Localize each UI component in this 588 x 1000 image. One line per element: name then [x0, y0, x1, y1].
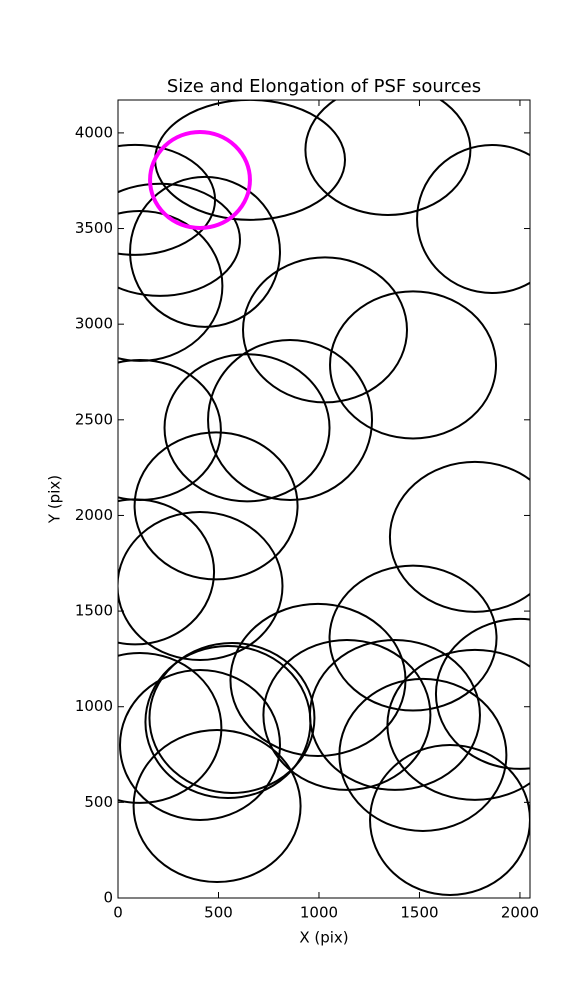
- psf-ellipse: [163, 353, 331, 503]
- psf-ellipse: [386, 648, 530, 801]
- y-tick-label: 4000: [75, 123, 113, 141]
- x-axis-label: X (pix): [299, 929, 348, 947]
- psf-ellipse: [308, 638, 481, 791]
- psf-ellipse: [118, 651, 223, 804]
- psf-ellipse: [328, 564, 498, 712]
- y-tick-label: 1500: [75, 602, 113, 620]
- y-tick-label: 2000: [75, 506, 113, 524]
- psf-ellipse: [132, 728, 302, 884]
- psf-ellipse: [129, 175, 281, 328]
- y-axis-label: Y (pix): [46, 475, 64, 524]
- y-tick-label: 1000: [75, 697, 113, 715]
- psf-ellipse: [434, 617, 530, 770]
- psf-ellipse: [207, 338, 374, 502]
- y-tick-label: 500: [84, 793, 113, 811]
- psf-ellipse: [119, 669, 281, 821]
- psf-ellipse: [329, 290, 498, 440]
- psf-ellipse: [304, 100, 472, 216]
- psf-ellipse: [388, 460, 530, 613]
- x-tick-label: 1500: [400, 904, 438, 922]
- psf-ellipse: [148, 642, 316, 794]
- x-tick-label: 500: [204, 904, 233, 922]
- chart-title: Size and Elongation of PSF sources: [167, 76, 481, 97]
- x-tick-label: 0: [113, 904, 123, 922]
- psf-ellipse: [338, 677, 508, 832]
- plot-area: [118, 100, 530, 896]
- psf-ellipse: [118, 498, 216, 646]
- psf-ellipse: [369, 744, 530, 896]
- psf-ellipse: [133, 431, 299, 581]
- psf-ellipse: [148, 129, 252, 230]
- y-tick-label: 3000: [75, 315, 113, 333]
- psf-ellipse: [416, 143, 530, 294]
- psf-ellipse: [262, 638, 432, 791]
- psf-ellipse: [118, 182, 241, 297]
- y-tick-label: 3500: [75, 219, 113, 237]
- x-tick-label: 2000: [501, 904, 539, 922]
- y-tick-label: 0: [103, 889, 113, 907]
- psf-ellipse: [118, 511, 284, 662]
- y-tick-label: 2500: [75, 410, 113, 428]
- plot-frame: [117, 99, 531, 899]
- x-tick-label: 1000: [300, 904, 338, 922]
